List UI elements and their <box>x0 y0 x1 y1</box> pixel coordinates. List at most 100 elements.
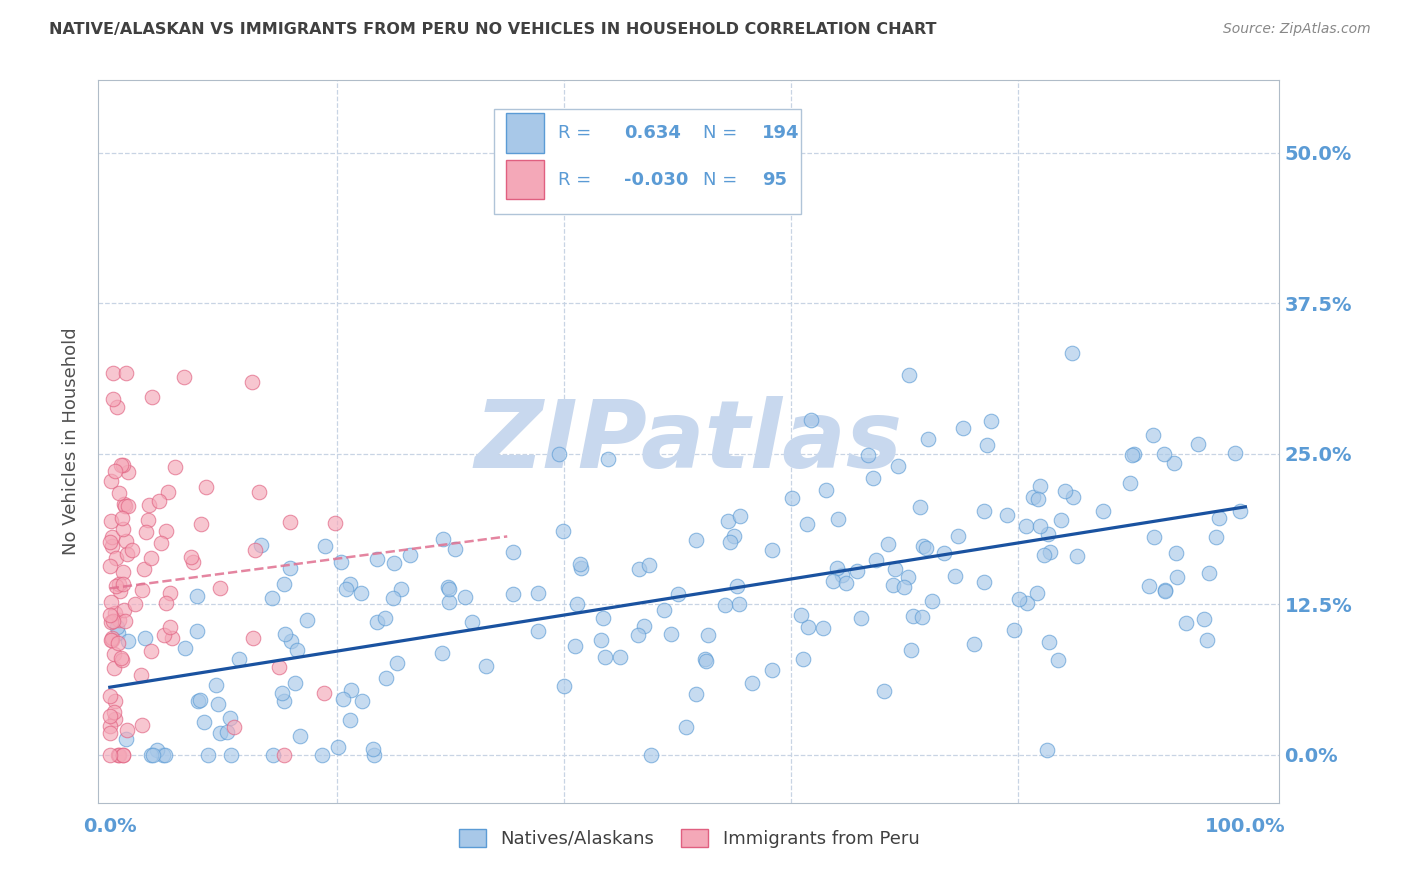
Point <box>157 485 180 500</box>
Point <box>104 694 127 708</box>
Point <box>1060 345 1083 359</box>
Point <box>1038 635 1060 649</box>
Point <box>131 718 153 732</box>
Point <box>976 438 998 452</box>
Point <box>995 508 1018 523</box>
Point <box>112 497 135 511</box>
Point <box>141 747 163 762</box>
Point <box>326 740 349 755</box>
Point <box>115 366 138 380</box>
Point <box>107 625 129 640</box>
Point <box>718 534 741 549</box>
Point <box>1192 612 1215 626</box>
Point <box>98 607 121 622</box>
Point <box>437 582 460 596</box>
Point <box>432 532 454 546</box>
Point <box>205 678 228 692</box>
Point <box>1166 570 1188 584</box>
Point <box>103 392 125 406</box>
Point <box>849 610 872 624</box>
Point <box>103 705 125 719</box>
Point <box>914 541 936 556</box>
Text: 194: 194 <box>762 124 800 142</box>
Point <box>131 582 153 597</box>
Point <box>761 543 783 558</box>
Point <box>430 646 453 660</box>
Point <box>101 631 124 645</box>
Point <box>628 562 651 576</box>
Point <box>173 370 195 384</box>
Point <box>284 676 307 690</box>
Point <box>595 650 617 665</box>
Point <box>652 603 675 617</box>
Point <box>827 512 849 526</box>
Point <box>1066 549 1088 563</box>
Point <box>454 590 477 604</box>
Point <box>110 650 132 665</box>
Point <box>103 366 125 380</box>
Point <box>297 613 319 627</box>
Point <box>627 628 650 642</box>
Point <box>180 550 202 565</box>
Point <box>186 590 208 604</box>
Point <box>111 747 134 762</box>
Point <box>1062 490 1084 504</box>
Point <box>194 479 217 493</box>
Point <box>821 574 844 588</box>
Point <box>155 524 177 539</box>
Point <box>114 731 136 746</box>
Text: 100.0%: 100.0% <box>1205 817 1285 837</box>
Point <box>141 390 163 404</box>
Point <box>1053 484 1076 499</box>
Point <box>273 694 295 708</box>
Point <box>553 524 575 538</box>
Point <box>790 607 813 622</box>
Point <box>1002 623 1025 637</box>
Point <box>100 690 122 704</box>
Point <box>800 412 823 426</box>
Text: R =: R = <box>558 124 591 142</box>
Point <box>218 711 240 725</box>
Point <box>1223 445 1246 459</box>
Point <box>115 547 138 561</box>
Point <box>1015 518 1038 533</box>
Text: N =: N = <box>703 170 737 188</box>
Point <box>835 575 858 590</box>
Point <box>1195 632 1218 647</box>
Point <box>728 597 751 611</box>
Point <box>917 432 939 446</box>
Point <box>811 621 834 635</box>
Point <box>250 538 273 552</box>
Point <box>208 726 231 740</box>
Point <box>103 647 125 661</box>
Point <box>963 637 986 651</box>
Point <box>1092 504 1115 518</box>
Point <box>547 447 569 461</box>
Point <box>104 607 127 621</box>
Point <box>187 693 209 707</box>
Point <box>117 499 139 513</box>
Point <box>271 686 294 700</box>
Point <box>242 631 264 645</box>
Text: NATIVE/ALASKAN VS IMMIGRANTS FROM PERU NO VEHICLES IN HOUSEHOLD CORRELATION CHAR: NATIVE/ALASKAN VS IMMIGRANTS FROM PERU N… <box>49 22 936 37</box>
Point <box>108 613 131 627</box>
Point <box>100 474 122 488</box>
Point <box>98 719 121 733</box>
Point <box>973 575 995 590</box>
Point <box>100 595 122 609</box>
Point <box>110 584 132 599</box>
Text: 0.634: 0.634 <box>624 124 681 142</box>
Point <box>1050 512 1073 526</box>
Point <box>1022 490 1045 504</box>
Point <box>831 567 853 582</box>
Point <box>366 615 388 630</box>
Point <box>946 529 969 543</box>
Point <box>1029 479 1052 493</box>
Point <box>592 611 614 625</box>
Point <box>564 640 586 654</box>
Point <box>1205 530 1227 544</box>
Point <box>186 624 208 639</box>
Point <box>1039 545 1062 559</box>
Point <box>100 633 122 648</box>
Point <box>115 533 138 548</box>
